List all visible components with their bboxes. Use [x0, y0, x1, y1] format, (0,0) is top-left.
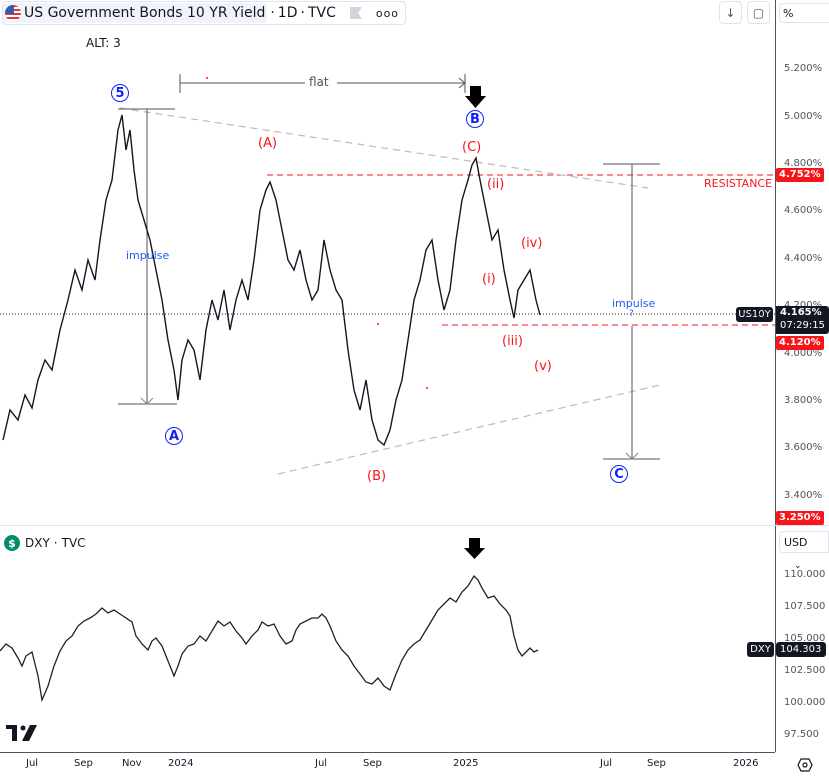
symbol-title[interactable]: US Government Bonds 10 YR Yield — [24, 5, 266, 21]
impulse-label-right: impulse — [612, 297, 656, 310]
dxy-tick: 97.500 — [784, 729, 819, 740]
dxy-symbol-tag: DXY — [747, 642, 774, 657]
tradingview-logo[interactable] — [6, 722, 38, 746]
time-tick: Jul — [600, 758, 613, 769]
target-price-tag: 3.250% — [776, 511, 824, 525]
dollar-icon: $ — [4, 535, 20, 551]
price-tick: 5.000% — [784, 111, 823, 122]
wave-B-circle: B — [466, 110, 484, 128]
time-tick: 2024 — [168, 758, 194, 769]
time-tick: 2026 — [733, 758, 759, 769]
price-tick: 3.400% — [784, 490, 823, 501]
current-price-tag: 4.165% 07:29:15 — [776, 306, 829, 334]
wave-5-circle: 5 — [111, 84, 129, 102]
alt-label: ALT: 3 — [86, 36, 121, 50]
dxy-chart-canvas[interactable] — [0, 526, 775, 752]
download-button[interactable]: ↓ — [719, 1, 742, 24]
price-tick: 4.200% — [784, 300, 822, 311]
wave-C-label: (C) — [462, 140, 482, 155]
impulse-label-left: impulse — [126, 249, 170, 262]
symbol-title-box[interactable]: US Government Bonds 10 YR Yield — [3, 3, 268, 23]
wave-v-label: (v) — [534, 359, 552, 374]
price-axis[interactable] — [775, 0, 829, 752]
us-flag-icon — [5, 5, 21, 21]
dxy-tick: 102.500 — [784, 665, 826, 676]
dxy-source: TVC — [61, 536, 86, 550]
price-tick: 3.800% — [784, 395, 823, 406]
price-tick: 5.200% — [784, 63, 823, 74]
tradingview-logo-icon — [6, 725, 37, 741]
dxy-tick: 105.000 — [784, 633, 826, 644]
support-price-tag: 4.120% — [776, 336, 824, 350]
symbol-legend[interactable]: US Government Bonds 10 YR Yield · 1D · T… — [2, 1, 407, 25]
wave-A-circle: A — [165, 427, 183, 445]
wave-B-label: (B) — [367, 469, 387, 484]
wave-iv-label: (iv) — [521, 236, 543, 251]
currency-value: USD — [784, 536, 808, 549]
time-tick: Sep — [74, 758, 93, 769]
scale-mode-button[interactable]: % — [779, 3, 829, 23]
source-label: TVC — [307, 5, 336, 21]
main-chart-canvas[interactable] — [0, 0, 775, 525]
time-tick: Sep — [363, 758, 382, 769]
wave-A-label: (A) — [258, 136, 278, 151]
more-options-icon[interactable]: ooo — [375, 6, 400, 20]
fullscreen-icon: ▢ — [752, 5, 765, 20]
pane-separator[interactable] — [0, 525, 829, 526]
interval-label[interactable]: 1D — [277, 5, 298, 21]
time-axis[interactable] — [0, 752, 775, 776]
impulse-question: ? — [629, 309, 634, 319]
wave-ii-label: (ii) — [487, 177, 505, 192]
time-tick: Jul — [315, 758, 328, 769]
dxy-tick: 107.500 — [784, 601, 826, 612]
separator: · — [270, 5, 275, 21]
price-tick: 4.800% — [784, 158, 823, 169]
price-tick: 4.000% — [784, 348, 823, 359]
time-tick: Jul — [26, 758, 39, 769]
separator: · — [300, 5, 305, 21]
arrow-down-icon: ↓ — [725, 5, 736, 20]
dxy-legend[interactable]: $ DXY · TVC — [4, 535, 86, 551]
resistance-label: RESISTANCE — [704, 177, 773, 190]
dxy-tick: 100.000 — [784, 697, 826, 708]
dxy-tick: 110.000 — [784, 569, 826, 580]
price-tick: 4.600% — [784, 205, 823, 216]
price-tick: 3.600% — [784, 442, 823, 453]
wave-C-circle: C — [610, 465, 628, 483]
time-tick: Nov — [122, 758, 142, 769]
current-price: 4.165% — [780, 307, 822, 318]
countdown: 07:29:15 — [780, 320, 825, 331]
currency-select[interactable]: USD ⌄ — [779, 531, 829, 571]
flat-label: flat — [309, 75, 329, 89]
wave-i-label: (i) — [482, 272, 496, 287]
symbol-tag: US10Y — [736, 307, 773, 322]
resistance-price-tag: 4.752% — [776, 168, 824, 182]
time-tick: Sep — [647, 758, 666, 769]
price-tick: 4.400% — [784, 253, 823, 264]
settings-icon[interactable] — [797, 758, 813, 772]
separator: · — [53, 536, 58, 550]
time-tick: 2025 — [453, 758, 479, 769]
dxy-price-tag: 104.303 — [776, 642, 826, 657]
wave-iii-label: (iii) — [502, 334, 523, 349]
dxy-symbol: DXY — [25, 536, 50, 550]
fullscreen-button[interactable]: ▢ — [747, 1, 770, 24]
chevron-down-icon: ⌄ — [794, 561, 802, 571]
flag-marker-icon[interactable] — [349, 7, 362, 19]
